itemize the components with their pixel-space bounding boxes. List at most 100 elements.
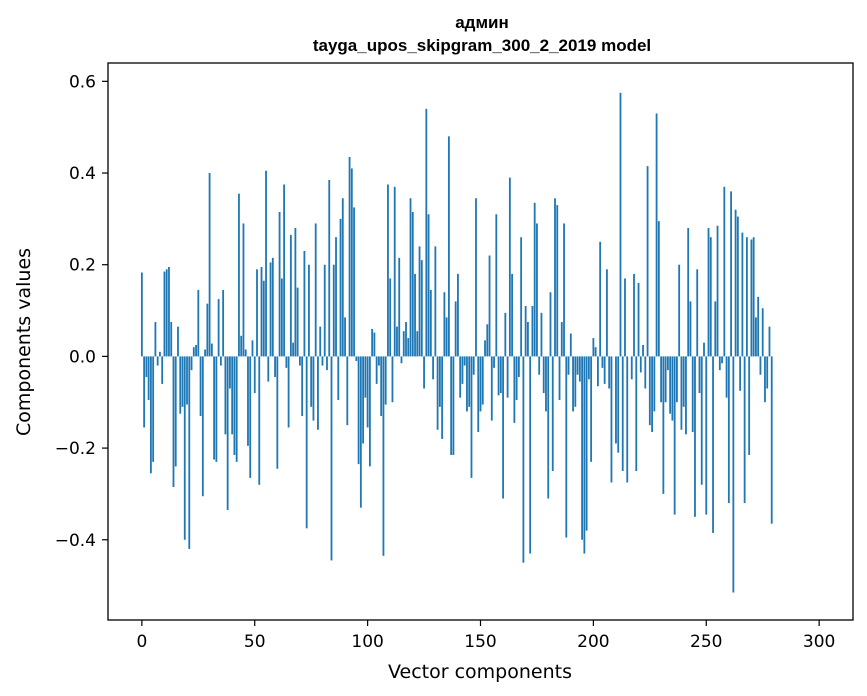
bar <box>624 278 626 357</box>
bar <box>481 356 484 405</box>
bar <box>168 267 170 357</box>
bar <box>163 271 166 357</box>
bar <box>432 356 434 380</box>
y-tick-label: 0.4 <box>69 164 96 184</box>
bar <box>305 356 308 529</box>
bar <box>199 356 202 416</box>
bar <box>357 356 360 465</box>
bar <box>642 344 644 357</box>
bar <box>159 351 161 357</box>
bar <box>587 356 590 380</box>
bar <box>195 344 197 357</box>
bar <box>477 356 480 433</box>
bar <box>174 356 177 467</box>
bar <box>651 356 653 433</box>
bar <box>165 269 168 357</box>
bar <box>685 356 687 435</box>
bars-group <box>140 92 775 593</box>
bar <box>608 356 611 389</box>
bar <box>662 356 665 494</box>
bar <box>581 356 583 540</box>
bar <box>414 273 416 357</box>
bar <box>508 177 511 357</box>
bar <box>242 223 245 357</box>
bar <box>590 356 593 462</box>
bar <box>673 356 676 515</box>
bar <box>583 356 586 554</box>
y-tick-label: 0.2 <box>69 256 96 276</box>
bar <box>274 356 276 378</box>
bar <box>621 356 624 472</box>
bar <box>429 289 432 357</box>
bar <box>759 356 762 375</box>
bar <box>633 273 635 357</box>
bar <box>497 356 500 396</box>
bar <box>287 356 290 428</box>
bar <box>766 356 769 389</box>
bar <box>511 273 514 357</box>
x-tick-label: 200 <box>577 632 609 652</box>
bar <box>179 356 182 414</box>
bar <box>384 356 387 405</box>
bar <box>265 170 267 357</box>
bar <box>495 214 498 357</box>
bar <box>366 356 369 428</box>
bar <box>359 356 362 508</box>
bar <box>278 211 281 357</box>
bar <box>140 272 143 357</box>
bar <box>637 283 640 357</box>
bar <box>447 136 450 357</box>
bar <box>423 356 425 389</box>
bar <box>680 356 683 430</box>
bar <box>764 356 766 403</box>
bar <box>493 356 495 368</box>
bar <box>251 340 254 357</box>
bar <box>380 356 383 416</box>
bar <box>226 356 229 510</box>
bar <box>696 269 699 357</box>
x-tick-label: 300 <box>803 632 835 652</box>
bar <box>723 186 726 357</box>
bar <box>646 166 649 357</box>
bar <box>438 356 441 407</box>
bar <box>427 214 430 357</box>
bar <box>240 335 243 357</box>
bar <box>436 356 439 430</box>
bar <box>319 326 322 357</box>
bar <box>743 356 746 504</box>
bar <box>572 356 574 412</box>
bar <box>755 317 757 357</box>
bar <box>502 356 504 499</box>
bar <box>152 356 155 462</box>
bar <box>301 356 304 416</box>
bar <box>459 356 462 398</box>
bar <box>678 264 681 357</box>
bar <box>314 223 317 357</box>
bar <box>689 301 692 357</box>
bar <box>669 356 672 414</box>
plot-frame <box>107 62 854 621</box>
bar <box>657 221 660 357</box>
bar <box>312 356 315 421</box>
bar <box>389 278 392 357</box>
x-tick-label: 250 <box>690 632 722 652</box>
bar <box>400 356 403 364</box>
bar <box>256 269 258 357</box>
bar <box>671 356 674 421</box>
bar <box>285 356 288 368</box>
bar <box>745 237 748 357</box>
bar <box>183 356 186 540</box>
bar <box>391 356 394 403</box>
x-tick-label: 150 <box>464 632 496 652</box>
bar <box>666 356 669 371</box>
bar <box>310 356 313 407</box>
bar <box>630 356 633 380</box>
bar <box>339 218 342 357</box>
bar <box>330 356 333 561</box>
bar <box>321 356 324 366</box>
x-tick-label: 50 <box>244 632 266 652</box>
bar <box>368 356 371 467</box>
bar <box>411 211 414 357</box>
